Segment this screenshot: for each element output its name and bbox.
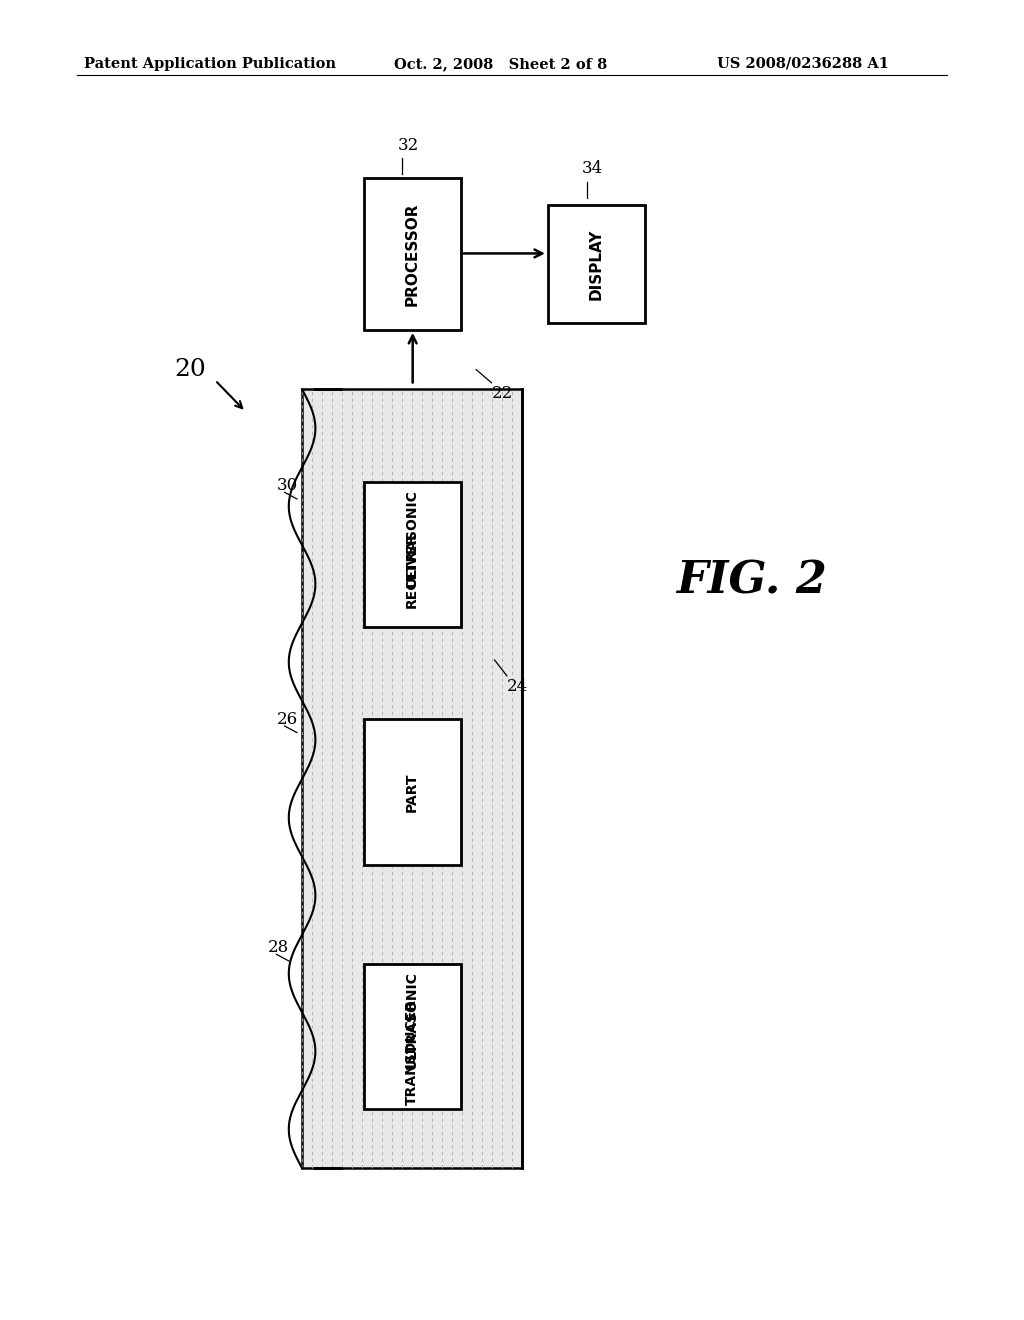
Text: 20: 20 (174, 358, 206, 381)
Bar (548, 205, 645, 323)
Text: 24: 24 (507, 678, 528, 694)
Text: PROCESSOR: PROCESSOR (404, 202, 420, 306)
Text: ULTRASONIC: ULTRASONIC (406, 490, 419, 587)
Bar (302, 389, 522, 1168)
Text: DISPLAY: DISPLAY (589, 228, 604, 300)
Bar (364, 482, 461, 627)
Bar (364, 964, 461, 1109)
Bar (364, 719, 461, 865)
Text: 34: 34 (582, 161, 603, 177)
Text: PART: PART (406, 772, 419, 812)
Text: TRANSDUCER: TRANSDUCER (406, 999, 419, 1105)
Text: 28: 28 (268, 940, 290, 956)
Bar (364, 178, 461, 330)
Text: RECEIVER: RECEIVER (406, 532, 419, 609)
Text: US 2008/0236288 A1: US 2008/0236288 A1 (717, 57, 889, 71)
Text: 22: 22 (492, 385, 513, 401)
Text: FIG. 2: FIG. 2 (676, 560, 826, 602)
Text: 32: 32 (397, 137, 419, 153)
Text: Patent Application Publication: Patent Application Publication (84, 57, 336, 71)
Text: 30: 30 (276, 478, 298, 494)
Text: ULTRASONIC: ULTRASONIC (406, 972, 419, 1069)
Text: 26: 26 (276, 711, 298, 727)
Text: Oct. 2, 2008   Sheet 2 of 8: Oct. 2, 2008 Sheet 2 of 8 (394, 57, 607, 71)
